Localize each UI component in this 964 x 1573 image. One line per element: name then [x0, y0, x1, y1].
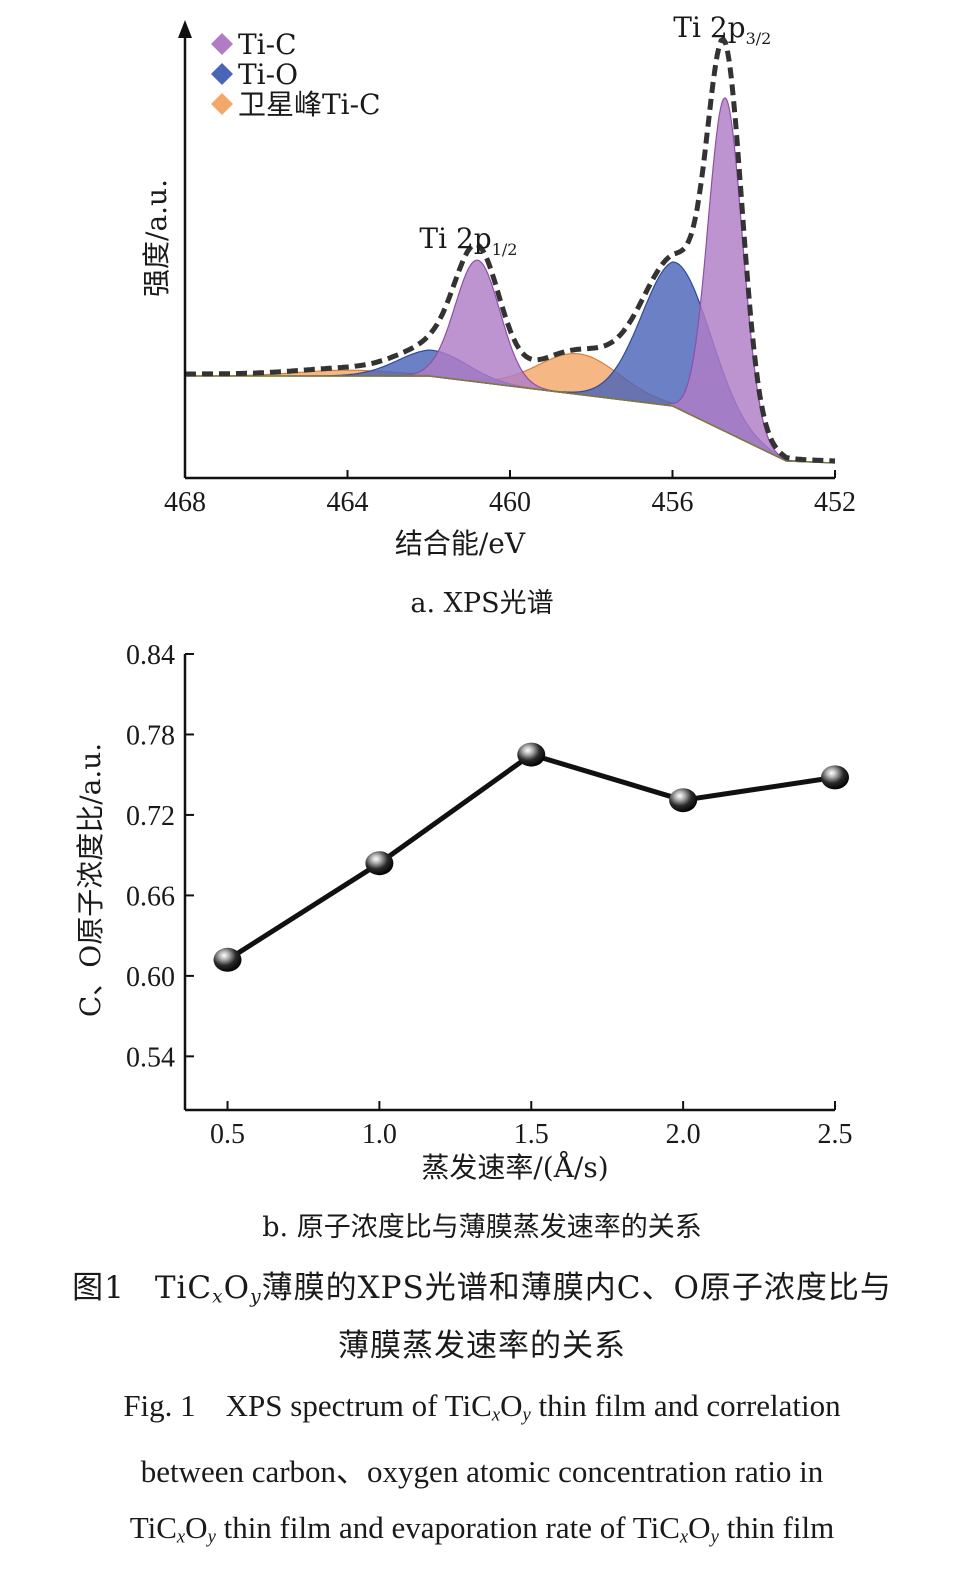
legend-diamond-icon — [211, 33, 233, 55]
caption-zh-line2: 薄膜蒸发速率的关系 — [338, 1327, 626, 1364]
series-line-segment — [226, 861, 381, 962]
caption-en-line1: Fig. 1 XPS spectrum of TiCxOy thin film a… — [0, 1378, 964, 1444]
legend-diamond-icon — [211, 63, 233, 85]
data-point-marker — [365, 851, 394, 876]
caption-zh-formula-o: O — [223, 1270, 251, 1306]
y-axis-title: C、O原子浓度比/a.u. — [74, 743, 107, 1017]
caption-zh-text: 薄膜的XPS光谱和薄膜内C、O原子浓度比与 — [261, 1270, 892, 1306]
caption-en-line3-o: O — [185, 1509, 208, 1545]
concentration-ratio-chart: 0.84 0.78 0.72 0.66 0.60 0.54 0.5 1.0 1.5 2.0 2.5 蒸… — [74, 640, 853, 1243]
peak-annotation-main: Ti 2p — [419, 222, 491, 255]
caption-en-line3-sub-x2: x — [679, 1526, 689, 1548]
y-tick-label: 0.54 — [126, 1042, 175, 1073]
x-tick-label: 468 — [164, 487, 206, 518]
x-tick-label: 456 — [652, 487, 694, 518]
peak-annotation: Ti 2p1/2 — [419, 222, 517, 259]
x-axis-title: 蒸发速率/(Å/s) — [421, 1151, 608, 1184]
peak-annotation-sub: 1/2 — [492, 240, 518, 259]
legend-label: 卫星峰Ti-C — [238, 88, 381, 121]
subcaption-b: b. 原子浓度比与薄膜蒸发速率的关系 — [262, 1212, 701, 1243]
x-tick-label: 2.0 — [666, 1119, 701, 1150]
caption-en-line3-o2: O — [688, 1509, 711, 1545]
data-point-marker — [821, 765, 849, 790]
legend-diamond-icon — [211, 93, 233, 115]
y-axis-title: 强度/a.u. — [140, 179, 173, 297]
caption-zh-sub-y: y — [250, 1286, 262, 1308]
background-line — [185, 375, 836, 464]
caption-en-sub-x: x — [491, 1404, 501, 1426]
subcaption-a: a. XPS光谱 — [410, 588, 553, 619]
caption-en-o: O — [500, 1388, 523, 1423]
y-tick-label: 0.66 — [126, 881, 175, 912]
y-axis-arrow-icon — [178, 20, 192, 38]
series-line-segment — [530, 752, 684, 803]
series-line-segment — [377, 752, 533, 866]
data-point-marker — [517, 742, 546, 767]
data-point-marker — [213, 947, 242, 972]
peak-annotation: Ti 2p3/2 — [673, 11, 771, 48]
y-tick-label: 0.60 — [126, 962, 175, 993]
caption-zh-sub-x: x — [212, 1286, 224, 1308]
peak-annotation-sub: 3/2 — [746, 29, 772, 48]
x-tick-label: 460 — [489, 487, 531, 518]
y-tick-label: 0.72 — [126, 801, 175, 832]
x-tick-label: 464 — [327, 487, 369, 518]
x-tick-label: 0.5 — [210, 1119, 245, 1150]
x-axis-title: 结合能/eV — [395, 527, 526, 560]
figure-caption-zh: 图1 TiCxOy薄膜的XPS光谱和薄膜内C、O原子浓度比与 薄膜蒸发速率的关系 — [0, 1262, 964, 1365]
caption-en-line3-pre: TiC — [129, 1509, 177, 1545]
caption-en-line3-mid: thin film and evaporation rate of TiC — [223, 1509, 680, 1545]
caption-en-line2: between carbon、oxygen atomic concentrati… — [140, 1453, 824, 1489]
caption-en-sub-y: y — [522, 1404, 531, 1426]
x-tick-label: 2.5 — [818, 1119, 853, 1150]
caption-en-line3-sub-x: x — [176, 1526, 186, 1548]
x-tick-label: 1.5 — [514, 1119, 549, 1150]
caption-en-line1-post: thin film and correlation — [538, 1388, 841, 1423]
legend-label: Ti-C — [238, 28, 297, 61]
figure-caption-en: Fig. 1 XPS spectrum of TiCxOy thin film a… — [0, 1378, 964, 1565]
y-tick-label: 0.84 — [126, 640, 175, 671]
caption-en-line3: TiCxOy thin film and evaporation rate of… — [0, 1500, 964, 1566]
caption-en-line3-post: thin film — [726, 1509, 835, 1545]
caption-en-label: Fig. 1 — [123, 1388, 196, 1423]
series-line-segment — [682, 774, 836, 803]
legend-label: Ti-O — [238, 58, 298, 91]
peak-annotation-main: Ti 2p — [673, 11, 745, 44]
caption-en-line3-sub-y2: y — [710, 1526, 719, 1548]
x-tick-label: 452 — [814, 487, 856, 518]
y-tick-label: 0.78 — [126, 720, 175, 751]
data-point-marker — [669, 788, 698, 813]
caption-zh-line1: 图1 TiCxOy薄膜的XPS光谱和薄膜内C、O原子浓度比与 — [0, 1262, 964, 1308]
caption-en-line1-pre: XPS spectrum of TiC — [225, 1388, 492, 1423]
caption-en-line3-sub-y: y — [207, 1526, 216, 1548]
envelope-dashed-line — [185, 35, 836, 464]
xps-spectrum-chart: 468 464 460 456 452 结合能/eV 强度/a.u. Ti-CTi-O卫星峰T… — [140, 11, 856, 619]
caption-zh-label: 图1 — [72, 1270, 125, 1306]
caption-zh-formula-ti: TiC — [154, 1270, 213, 1306]
x-tick-label: 1.0 — [362, 1119, 397, 1150]
